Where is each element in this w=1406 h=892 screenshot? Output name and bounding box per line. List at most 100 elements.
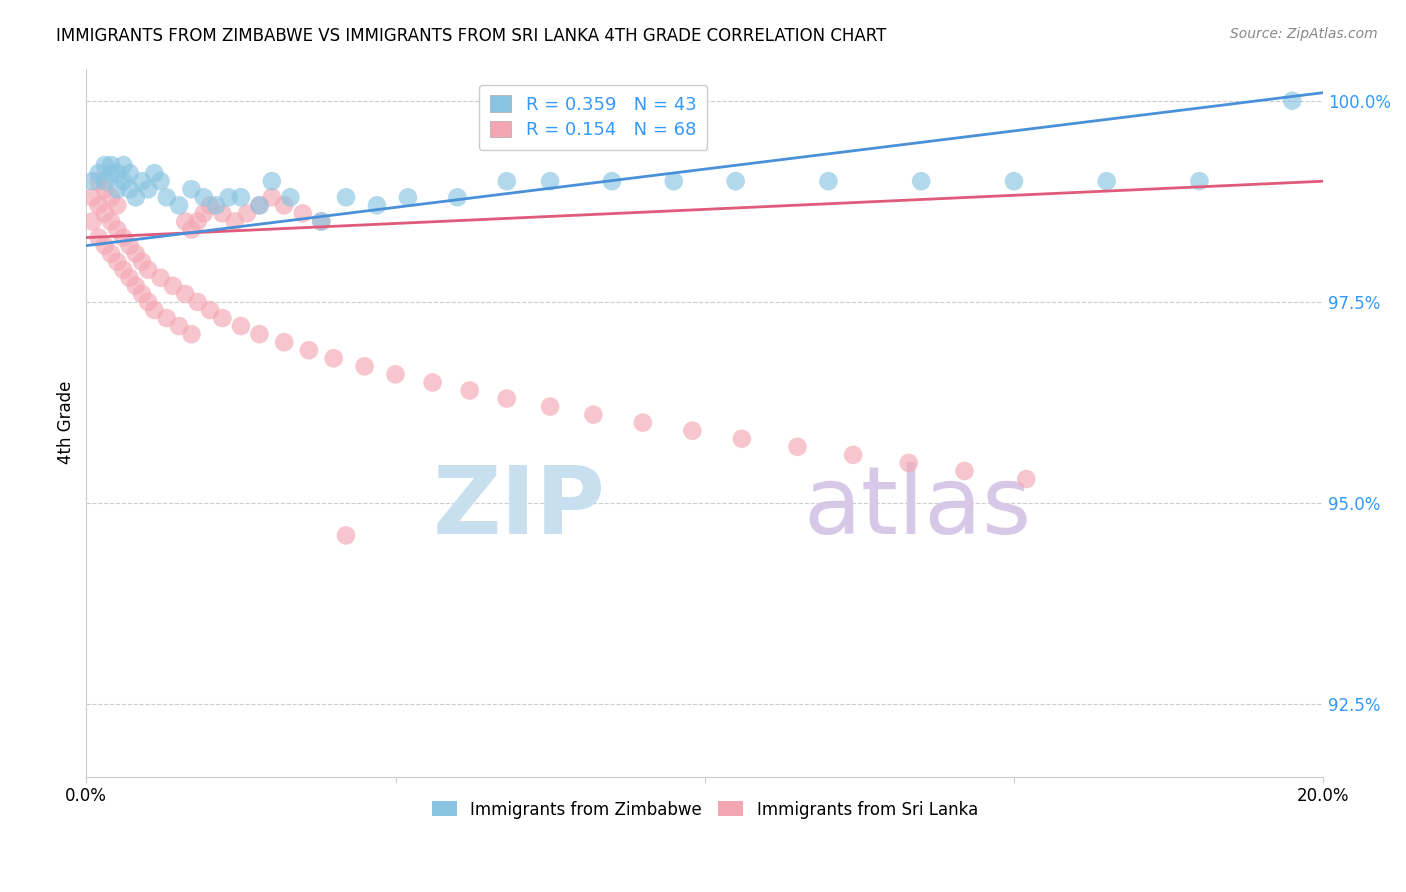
Point bbox=[105, 182, 128, 196]
Point bbox=[731, 432, 754, 446]
Point bbox=[125, 278, 148, 293]
Point bbox=[273, 335, 295, 350]
Point bbox=[187, 295, 209, 310]
Point bbox=[100, 158, 122, 172]
Legend: Immigrants from Zimbabwe, Immigrants from Sri Lanka: Immigrants from Zimbabwe, Immigrants fro… bbox=[425, 794, 984, 825]
Point bbox=[422, 376, 444, 390]
Point bbox=[82, 214, 104, 228]
Point bbox=[94, 158, 117, 172]
Point bbox=[335, 190, 357, 204]
Point bbox=[87, 174, 110, 188]
Point bbox=[174, 286, 197, 301]
Point bbox=[384, 368, 406, 382]
Point bbox=[311, 214, 333, 228]
Point bbox=[156, 190, 179, 204]
Point bbox=[582, 408, 605, 422]
Point bbox=[82, 190, 104, 204]
Point bbox=[125, 190, 148, 204]
Point bbox=[198, 198, 221, 212]
Point bbox=[105, 222, 128, 236]
Point bbox=[180, 222, 202, 236]
Point bbox=[174, 214, 197, 228]
Text: IMMIGRANTS FROM ZIMBABWE VS IMMIGRANTS FROM SRI LANKA 4TH GRADE CORRELATION CHAR: IMMIGRANTS FROM ZIMBABWE VS IMMIGRANTS F… bbox=[56, 27, 887, 45]
Point bbox=[280, 190, 302, 204]
Point bbox=[786, 440, 808, 454]
Point bbox=[180, 327, 202, 342]
Point bbox=[136, 262, 159, 277]
Point bbox=[260, 190, 283, 204]
Point bbox=[458, 384, 481, 398]
Point bbox=[105, 198, 128, 212]
Point bbox=[910, 174, 932, 188]
Text: ZIP: ZIP bbox=[433, 462, 606, 554]
Point bbox=[353, 359, 375, 374]
Point bbox=[211, 206, 233, 220]
Point bbox=[273, 198, 295, 212]
Point bbox=[260, 174, 283, 188]
Point bbox=[366, 198, 388, 212]
Point bbox=[149, 270, 172, 285]
Point bbox=[87, 230, 110, 244]
Point bbox=[125, 246, 148, 260]
Point bbox=[167, 198, 190, 212]
Point bbox=[193, 206, 215, 220]
Point bbox=[136, 182, 159, 196]
Point bbox=[143, 166, 166, 180]
Point bbox=[1188, 174, 1211, 188]
Point bbox=[1002, 174, 1025, 188]
Point bbox=[118, 182, 141, 196]
Point bbox=[249, 198, 271, 212]
Point bbox=[112, 230, 135, 244]
Point bbox=[842, 448, 865, 462]
Text: Source: ZipAtlas.com: Source: ZipAtlas.com bbox=[1230, 27, 1378, 41]
Point bbox=[198, 303, 221, 318]
Point bbox=[100, 166, 122, 180]
Point bbox=[112, 174, 135, 188]
Point bbox=[187, 214, 209, 228]
Point bbox=[953, 464, 976, 478]
Point bbox=[100, 214, 122, 228]
Point bbox=[82, 174, 104, 188]
Point bbox=[335, 528, 357, 542]
Point bbox=[193, 190, 215, 204]
Text: atlas: atlas bbox=[804, 462, 1032, 554]
Point bbox=[180, 182, 202, 196]
Point bbox=[446, 190, 468, 204]
Y-axis label: 4th Grade: 4th Grade bbox=[58, 381, 75, 465]
Point bbox=[224, 214, 246, 228]
Point bbox=[495, 392, 517, 406]
Point bbox=[156, 311, 179, 326]
Point bbox=[1281, 94, 1303, 108]
Point bbox=[236, 206, 259, 220]
Point bbox=[136, 295, 159, 310]
Point bbox=[724, 174, 747, 188]
Point bbox=[149, 174, 172, 188]
Point bbox=[229, 190, 252, 204]
Point bbox=[600, 174, 623, 188]
Point bbox=[94, 206, 117, 220]
Point bbox=[94, 182, 117, 196]
Point bbox=[1095, 174, 1118, 188]
Point bbox=[167, 319, 190, 334]
Point bbox=[118, 166, 141, 180]
Point bbox=[538, 400, 561, 414]
Point bbox=[396, 190, 419, 204]
Point bbox=[311, 214, 333, 228]
Point bbox=[298, 343, 321, 358]
Point bbox=[249, 327, 271, 342]
Point bbox=[143, 303, 166, 318]
Point bbox=[94, 174, 117, 188]
Point bbox=[662, 174, 685, 188]
Point bbox=[249, 198, 271, 212]
Point bbox=[218, 190, 240, 204]
Point bbox=[100, 246, 122, 260]
Point bbox=[211, 311, 233, 326]
Point bbox=[87, 198, 110, 212]
Point bbox=[131, 254, 153, 268]
Point bbox=[118, 238, 141, 252]
Point bbox=[897, 456, 920, 470]
Point bbox=[229, 319, 252, 334]
Point bbox=[538, 174, 561, 188]
Point bbox=[322, 351, 344, 366]
Point bbox=[162, 278, 184, 293]
